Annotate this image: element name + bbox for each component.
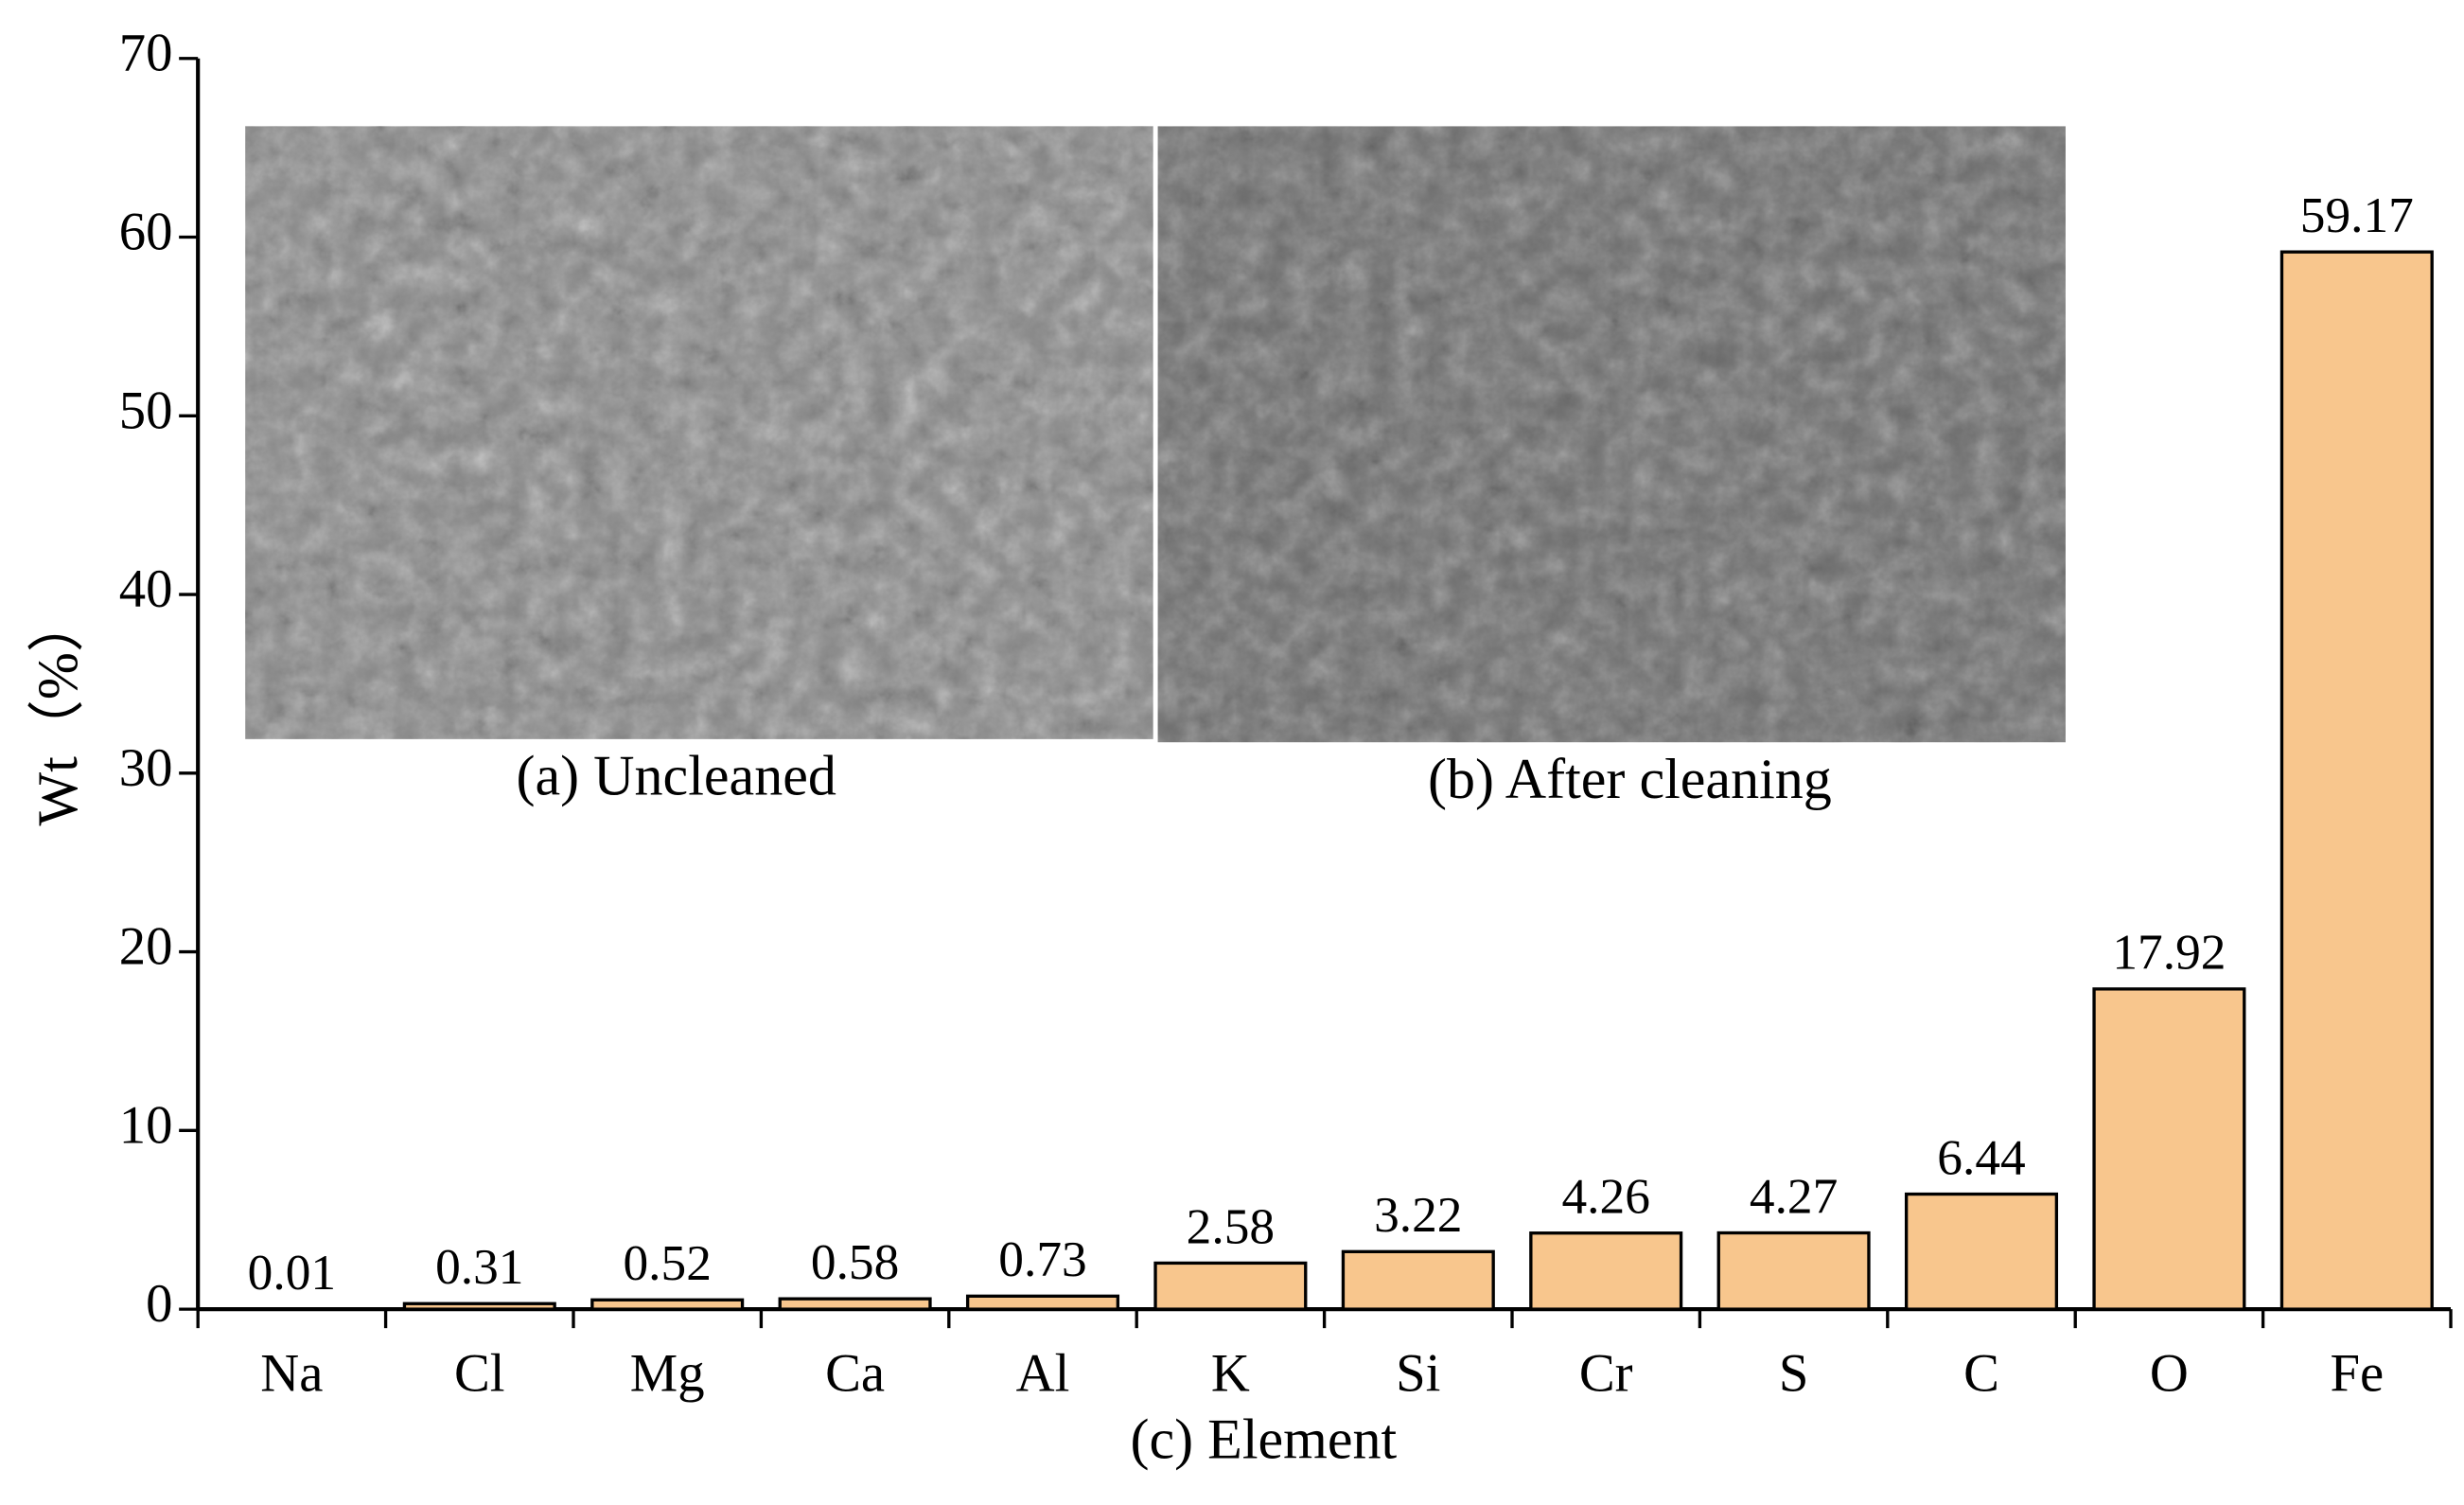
- y-tick-label: 50: [119, 381, 173, 440]
- value-label: 0.58: [811, 1233, 899, 1290]
- bar: [2279, 250, 2434, 1311]
- sem-texture: [245, 126, 1153, 739]
- y-tick-label: 60: [119, 203, 173, 262]
- value-label: 0.01: [248, 1244, 336, 1301]
- value-label: 3.22: [1374, 1186, 1462, 1243]
- x-tick-label: Cl: [454, 1344, 505, 1404]
- x-tick-label: Ca: [825, 1344, 885, 1404]
- bar: [1153, 1261, 1308, 1311]
- y-tick-label: 30: [119, 738, 173, 798]
- value-label: 17.92: [2112, 924, 2226, 981]
- value-label: 0.31: [435, 1238, 523, 1295]
- inset-caption: (b) After cleaning: [1428, 747, 1832, 810]
- x-tick-label: Na: [260, 1344, 323, 1404]
- value-label: 6.44: [1937, 1128, 2025, 1185]
- y-tick-label: 10: [119, 1095, 173, 1155]
- sem-texture: [1157, 126, 2066, 743]
- value-label: 4.27: [1750, 1167, 1838, 1224]
- bar: [1529, 1231, 1683, 1311]
- inset-caption: (a) Uncleaned: [517, 744, 836, 807]
- x-tick-label: Si: [1396, 1344, 1440, 1404]
- value-label: 0.73: [998, 1231, 1086, 1287]
- x-tick-label: Fe: [2330, 1344, 2384, 1404]
- bar: [778, 1297, 932, 1311]
- value-label: 0.52: [623, 1234, 711, 1291]
- y-tick-label: 40: [119, 559, 173, 619]
- bar: [402, 1301, 556, 1311]
- bar: [1341, 1249, 1495, 1311]
- bar: [2092, 987, 2246, 1311]
- x-axis-label: (c) Element: [1131, 1407, 1398, 1470]
- value-label: 2.58: [1187, 1197, 1275, 1254]
- x-tick-label: Mg: [630, 1344, 705, 1404]
- y-tick-label: 70: [119, 24, 173, 83]
- x-tick-label: K: [1211, 1344, 1250, 1404]
- x-tick-label: S: [1779, 1344, 1809, 1404]
- y-tick-label: 20: [119, 917, 173, 977]
- bar: [590, 1298, 745, 1311]
- x-tick-label: C: [1963, 1344, 1999, 1404]
- bar: [965, 1294, 1120, 1311]
- x-tick-label: Cr: [1579, 1344, 1633, 1404]
- x-tick-label: O: [2150, 1344, 2189, 1404]
- bar: [1904, 1192, 2059, 1311]
- x-tick-label: Al: [1016, 1344, 1070, 1404]
- bar: [1716, 1231, 1871, 1311]
- y-tick-label: 0: [146, 1274, 172, 1334]
- value-label: 59.17: [2300, 186, 2414, 243]
- value-label: 4.26: [1562, 1168, 1650, 1225]
- y-axis-label: Wt（%）: [26, 595, 89, 825]
